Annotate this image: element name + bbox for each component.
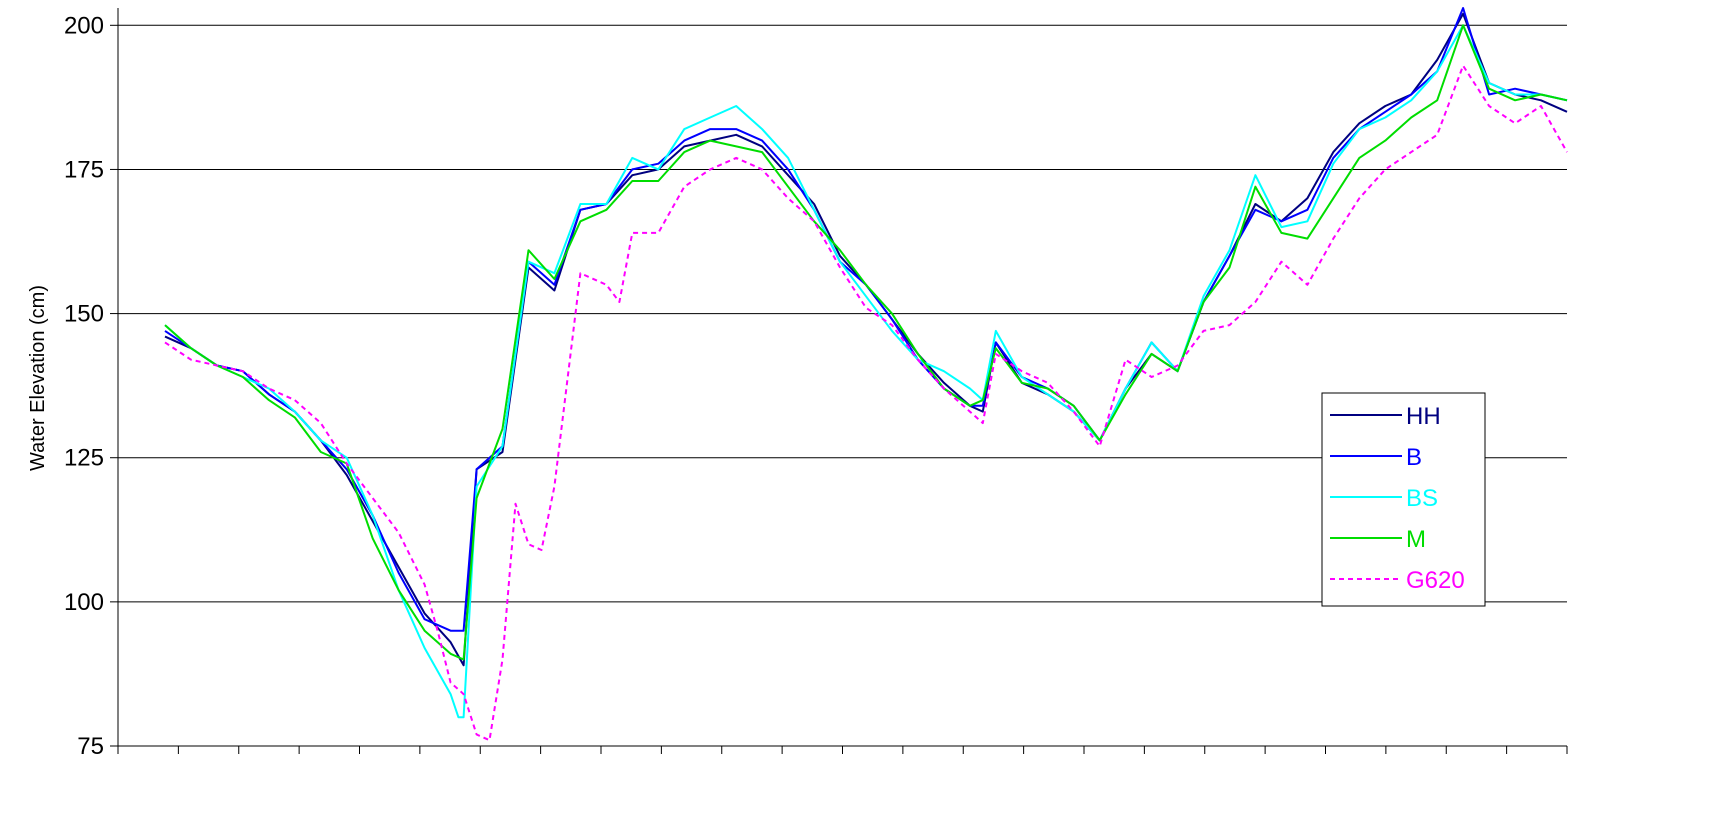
legend: HH B BS M G620 (1321, 392, 1486, 607)
axes: 75 100 125 150 175 200 (64, 8, 1568, 760)
y-tick-label: 75 (77, 733, 104, 760)
legend-label-m: M (1406, 526, 1426, 553)
y-axis-title: Water Elevation (cm) (27, 285, 49, 471)
series-line-g620 (164, 64, 1568, 742)
legend-label-hh: HH (1406, 403, 1441, 430)
legend-label-g620: G620 (1406, 567, 1465, 594)
legend-label-bs: BS (1406, 485, 1438, 512)
y-tick-label: 125 (64, 445, 104, 472)
series-line-m (164, 24, 1568, 661)
y-tick-label: 175 (64, 156, 104, 183)
legend-box (1321, 392, 1486, 607)
series-line-bs (164, 24, 1568, 719)
y-tick-label: 100 (64, 589, 104, 616)
y-tick-label: 200 (64, 12, 104, 39)
y-tick-label: 150 (64, 301, 104, 328)
series-lines (164, 7, 1568, 742)
legend-label-b: B (1406, 444, 1422, 471)
